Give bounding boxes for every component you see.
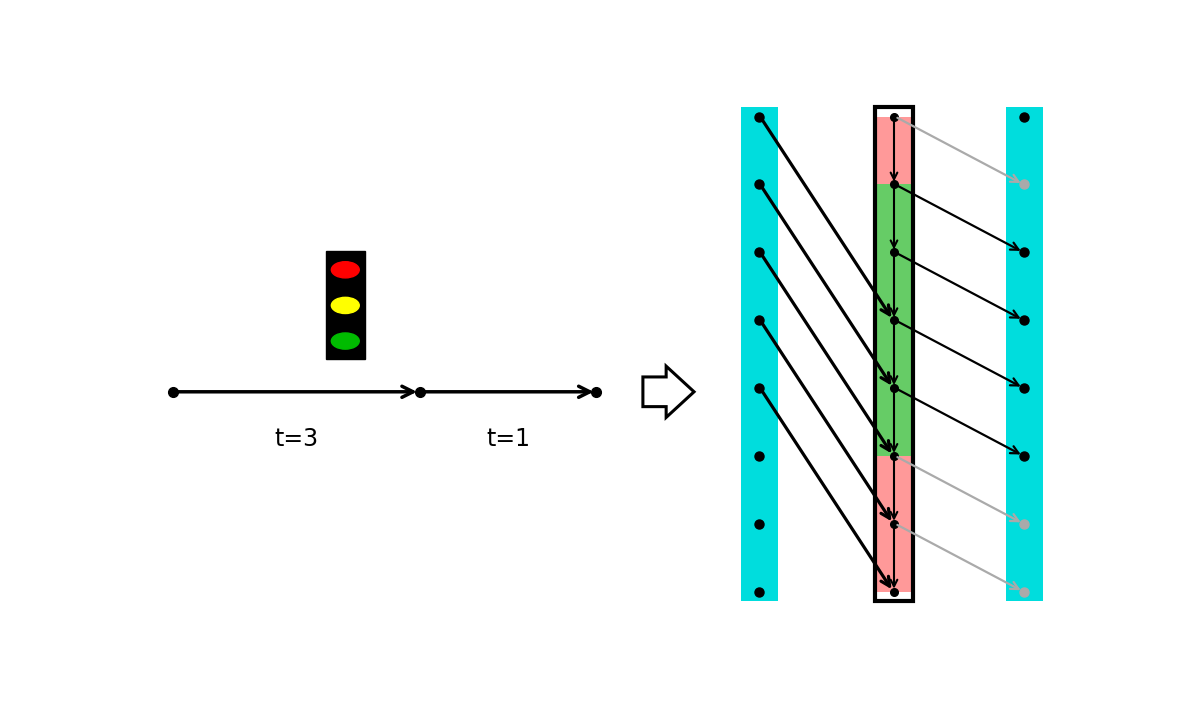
Bar (876, 107, 913, 601)
Text: t=1: t=1 (486, 427, 530, 451)
Bar (736, 106, 917, 602)
Bar (740, 107, 778, 601)
Bar (325, 252, 365, 360)
Circle shape (331, 333, 359, 349)
Bar (876, 184, 913, 456)
Bar (876, 116, 913, 184)
Bar (876, 456, 913, 592)
Bar (1006, 107, 1043, 601)
Circle shape (331, 297, 359, 313)
Text: t=3: t=3 (275, 427, 318, 451)
FancyArrow shape (643, 366, 694, 417)
Circle shape (331, 261, 359, 278)
